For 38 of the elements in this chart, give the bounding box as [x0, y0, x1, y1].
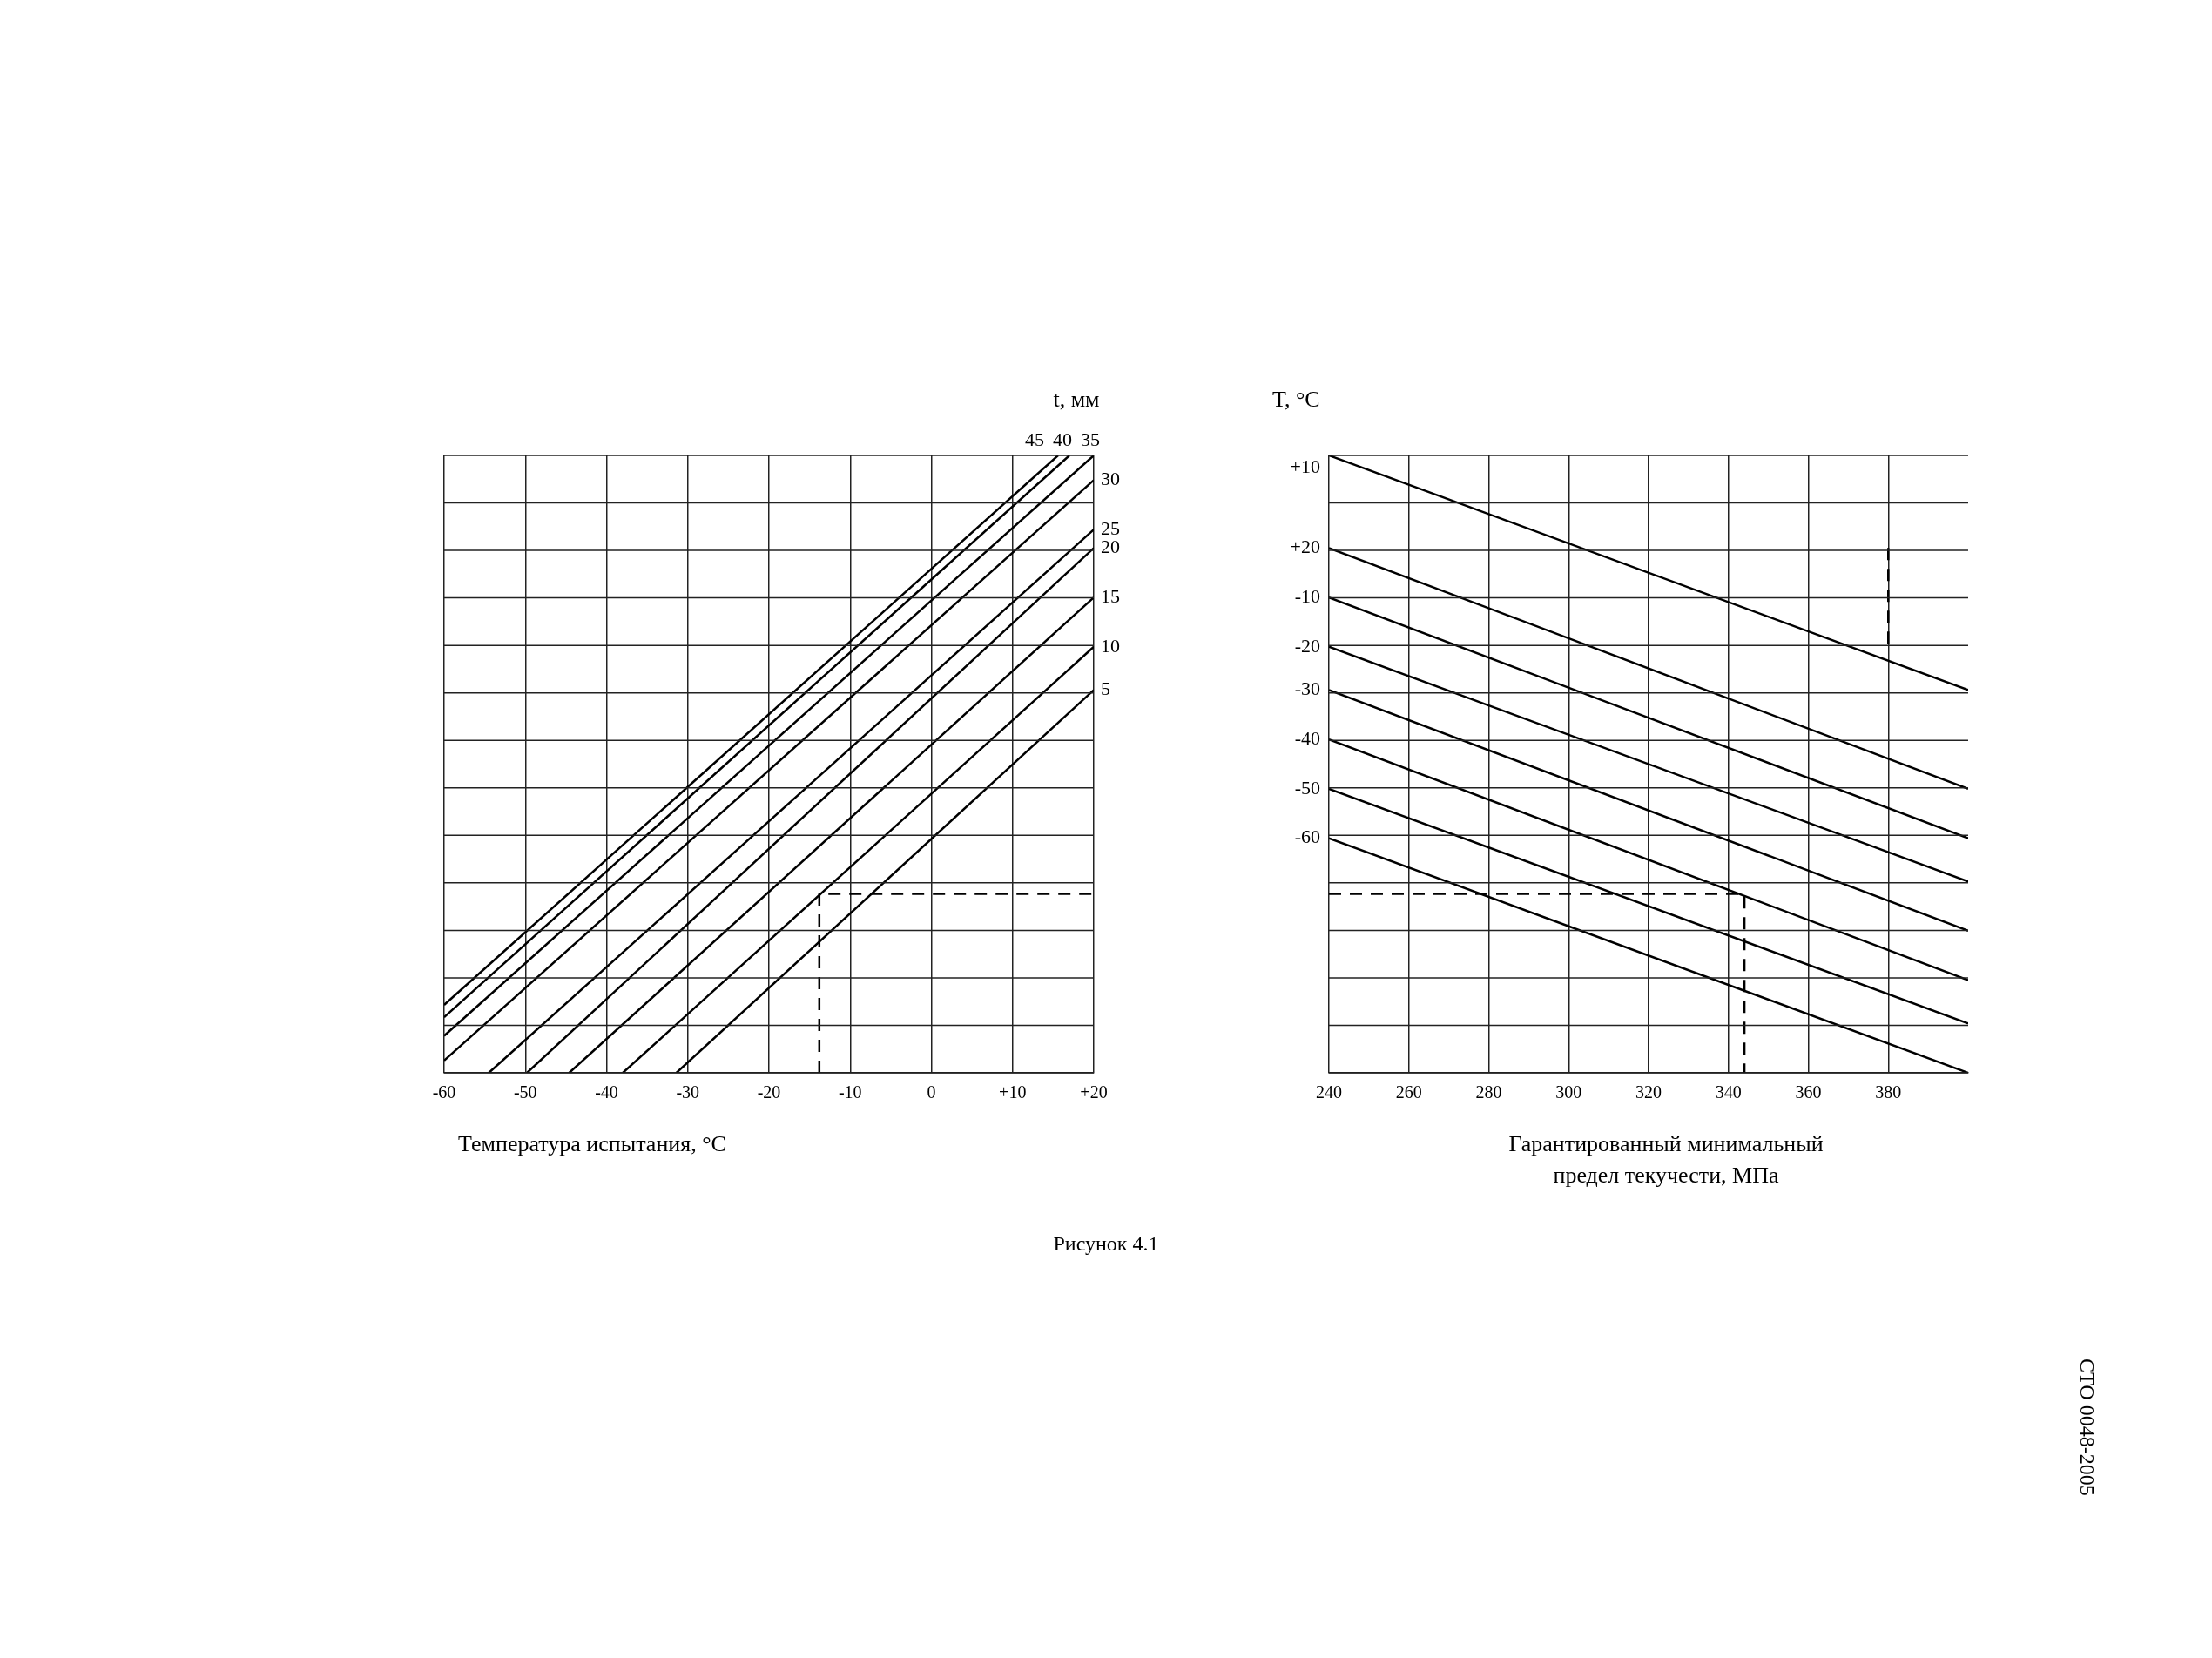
- series-label: 15: [1101, 584, 1120, 607]
- text: СТО 0048-2005: [2075, 1358, 2099, 1496]
- series-label: -30: [1294, 677, 1320, 700]
- legend-title: t, мм: [1053, 386, 1100, 412]
- x-tick-label: 240: [1316, 1082, 1342, 1102]
- series-label: +20: [1290, 536, 1320, 558]
- x-tick-label: 280: [1475, 1082, 1502, 1102]
- series-label: -50: [1294, 776, 1320, 799]
- x-axis-title: Температура испытания, °С: [458, 1130, 726, 1156]
- x-tick-label: 0: [927, 1082, 936, 1102]
- x-tick-label: +10: [999, 1082, 1027, 1102]
- series-label: 10: [1101, 634, 1120, 657]
- x-tick-label: +20: [1080, 1082, 1108, 1102]
- series-label: +10: [1290, 455, 1320, 477]
- series-label: -20: [1294, 634, 1320, 657]
- legend-title: T, °C: [1272, 386, 1320, 412]
- x-tick-label: -50: [513, 1082, 537, 1102]
- x-tick-label: -60: [432, 1082, 456, 1102]
- x-axis-title: Гарантированный минимальный предел текучести, МПа: [1508, 1130, 1824, 1188]
- x-tick-label: 360: [1795, 1082, 1822, 1102]
- series-label: -10: [1294, 584, 1320, 607]
- series-label: 30: [1101, 468, 1120, 490]
- x-tick-label: 320: [1635, 1082, 1662, 1102]
- text: Рисунок 4.1: [1053, 1232, 1159, 1256]
- x-tick-label: 300: [1555, 1082, 1582, 1102]
- x-tick-label: 260: [1395, 1082, 1422, 1102]
- x-tick-label: -40: [595, 1082, 618, 1102]
- series-label: -60: [1294, 826, 1320, 848]
- x-tick-label: -30: [676, 1082, 700, 1102]
- series-label: 40: [1053, 428, 1072, 450]
- x-tick-label: -20: [757, 1082, 781, 1102]
- x-tick-label: 340: [1715, 1082, 1742, 1102]
- series-label: 5: [1101, 677, 1110, 700]
- x-tick-label: -10: [838, 1082, 862, 1102]
- series-label: -40: [1294, 726, 1320, 749]
- series-label: 35: [1081, 428, 1100, 450]
- x-tick-label: 380: [1875, 1082, 1902, 1102]
- series-label: 45: [1025, 428, 1044, 450]
